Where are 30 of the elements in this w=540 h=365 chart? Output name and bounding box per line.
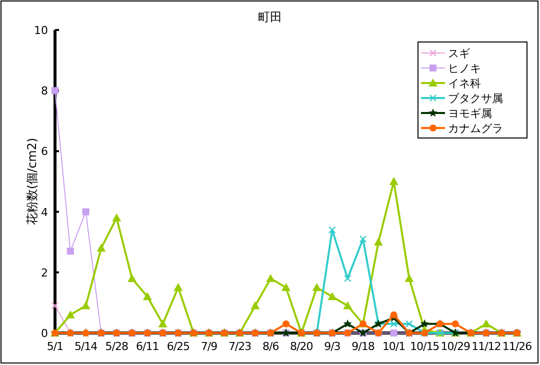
x-tick-label: 5/14 <box>74 340 98 353</box>
x-tick-label: 10/29 <box>440 340 470 353</box>
x-tick-label: 5/28 <box>105 340 128 353</box>
x-tick-label: 11/12 <box>472 340 501 353</box>
y-axis-title: 花粉数(個/cm2) <box>25 138 39 226</box>
legend-label: ヨモギ属 <box>448 107 492 120</box>
x-tick-label: 11/26 <box>502 340 532 353</box>
x-tick-label: 6/11 <box>136 340 159 353</box>
x-tick-label: 8/20 <box>290 340 314 353</box>
y-tick-label: 8 <box>41 84 48 98</box>
x-tick-label: 7/9 <box>200 340 218 353</box>
y-tick-label: 2 <box>41 266 48 280</box>
x-tick-label: 7/23 <box>228 340 252 353</box>
x-tick-label: 10/1 <box>382 340 406 353</box>
legend-label: カナムグラ <box>448 122 503 135</box>
y-tick-label: 10 <box>34 24 48 37</box>
legend-label: スギ <box>448 47 470 60</box>
y-tick-label: 4 <box>41 206 48 219</box>
y-tick-label: 6 <box>41 145 48 158</box>
x-tick-label: 8/6 <box>262 340 280 353</box>
chart-title: 町田 <box>258 10 282 24</box>
x-tick-label: 5/1 <box>46 340 64 353</box>
x-tick-label: 9/3 <box>324 340 341 353</box>
legend-label: イネ科 <box>448 77 481 90</box>
y-tick-label: 0 <box>41 327 48 340</box>
legend-label: ヒノキ <box>448 62 481 75</box>
legend-label: ブタクサ属 <box>448 92 503 105</box>
x-tick-label: 6/25 <box>166 340 190 353</box>
x-tick-label: 9/18 <box>352 340 375 353</box>
x-tick-label: 10/15 <box>410 340 440 353</box>
